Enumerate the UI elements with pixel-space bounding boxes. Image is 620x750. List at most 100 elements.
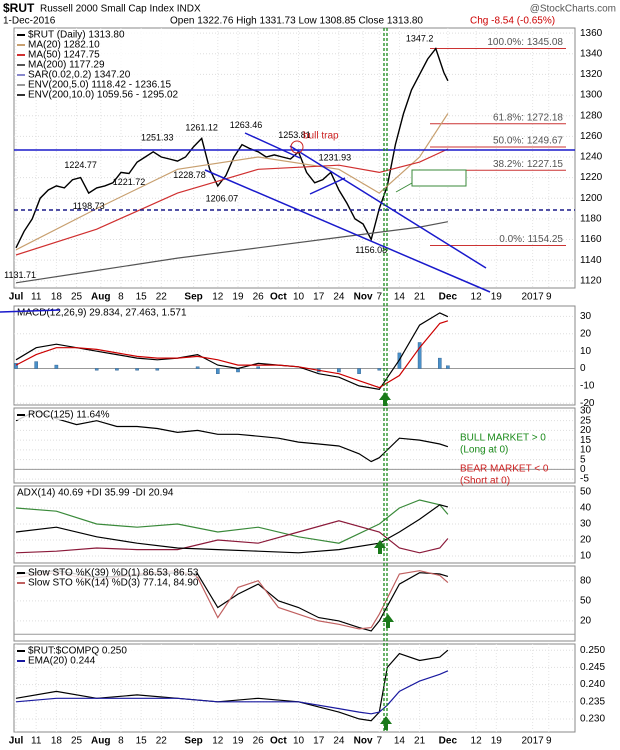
- legend-label: Slow STO %K(14) %D(3) 77.14, 84.90: [28, 578, 199, 589]
- x-tick-label: 21: [414, 736, 426, 747]
- y-tick-label: 10: [580, 346, 592, 357]
- y-tick-label: 10: [580, 551, 592, 562]
- x-tick-label: Sep: [184, 292, 202, 303]
- fib-label: 38.2%: 1227.15: [493, 159, 563, 170]
- x-tick-label: 18: [51, 292, 63, 303]
- series-line: [15, 670, 449, 715]
- legend-label: $RUT:$COMPQ 0.250: [28, 646, 127, 657]
- series-line: [15, 47, 449, 249]
- arrow: [380, 716, 392, 730]
- legend-label: $RUT (Daily) 1313.80: [28, 30, 125, 41]
- x-tick-label: 17: [313, 292, 325, 303]
- legend-bg: [16, 488, 246, 498]
- y-tick-label: 1220: [580, 172, 603, 183]
- y-tick-label: 80: [580, 575, 592, 586]
- panel-title: MACD(12,26,9) 29.834, 27.463, 1.571: [17, 308, 187, 319]
- price-label: 1221.72: [113, 177, 146, 187]
- series-line: [15, 499, 449, 544]
- y-tick-label: 30: [580, 406, 592, 417]
- x-tick-label: 26: [253, 292, 265, 303]
- overlays: [0, 28, 575, 732]
- legend-label: ROC(125) 11.64%: [28, 410, 110, 421]
- price-label: 1206.07: [206, 193, 239, 203]
- histogram-bar: [216, 368, 220, 374]
- price-label: 1131.71: [4, 270, 36, 280]
- histogram-bar: [115, 368, 119, 371]
- histogram-bar: [256, 366, 260, 369]
- y-tick-label: 10: [580, 445, 592, 456]
- trend-line: [289, 145, 487, 269]
- y-tick-label: 0.235: [580, 696, 605, 707]
- x-tick-label: 15: [136, 292, 148, 303]
- y-tick-label: 20: [580, 328, 592, 339]
- x-tick-label: 19: [491, 292, 503, 303]
- legend-bg: [16, 70, 196, 80]
- legend-bg: [16, 60, 196, 70]
- histogram-bar: [195, 366, 200, 369]
- arrow: [382, 614, 394, 628]
- x-tick-label: 25: [71, 292, 83, 303]
- date: 1-Dec-2016: [3, 16, 56, 27]
- series-line: [15, 320, 449, 389]
- y-tick-label: 1260: [580, 131, 603, 142]
- histogram-bar: [94, 368, 99, 371]
- x-tick-label: 12: [212, 736, 224, 747]
- legend-bg: [16, 646, 196, 656]
- histogram-bar: [357, 368, 361, 374]
- fib-label: 61.8%: 1272.18: [493, 112, 563, 123]
- x-tick-label: 14: [394, 292, 406, 303]
- y-tick-label: 30: [580, 519, 592, 530]
- price-label: 1347.2: [406, 34, 434, 44]
- y-tick-label: 20: [580, 535, 592, 546]
- series-line: [15, 504, 449, 554]
- price-label: 1156.08: [355, 245, 387, 255]
- x-tick-label: 2017: [521, 736, 544, 747]
- price-label: 1228.78: [173, 170, 206, 180]
- x-tick-label: 7: [376, 736, 382, 747]
- x-tick-label: 12: [212, 292, 224, 303]
- y-tick-label: 20: [580, 616, 592, 627]
- legend-bg: [16, 90, 196, 100]
- y-tick-label: 50: [580, 487, 592, 498]
- note: BULL MARKET > 0: [460, 433, 546, 444]
- x-tick-label: 8: [118, 292, 124, 303]
- arrow: [379, 392, 391, 406]
- x-tick-label: 19: [232, 292, 244, 303]
- fib-label: 50.0%: 1249.67: [493, 136, 563, 147]
- breakout-box: [411, 169, 467, 187]
- x-tick-label: Oct: [270, 736, 287, 747]
- change: Chg -8.54 (-0.65%): [470, 16, 555, 27]
- x-tick-label: 10: [293, 736, 305, 747]
- legend-bg: [16, 656, 196, 666]
- price-label: 1263.46: [230, 120, 263, 130]
- x-tick-label: 12: [471, 292, 483, 303]
- histogram-bar: [377, 368, 382, 371]
- trend-line: [204, 169, 491, 293]
- price-label: 1261.12: [185, 123, 218, 133]
- price-label: 1251.33: [141, 133, 174, 143]
- x-tick-label: 15: [136, 736, 148, 747]
- x-tick-label: Jul: [9, 736, 24, 747]
- legend-bg: [16, 40, 196, 50]
- x-tick-label: 19: [491, 736, 503, 747]
- x-tick-label: Dec: [439, 292, 458, 303]
- price-label: 1231.93: [319, 153, 352, 163]
- y-tick-label: 15: [580, 435, 592, 446]
- histogram-bar: [446, 365, 450, 369]
- histogram-bar: [437, 357, 442, 369]
- y-tick-label: -5: [580, 474, 589, 485]
- trend-line: [309, 177, 346, 195]
- x-tick-label: Sep: [184, 736, 202, 747]
- y-tick-label: 25: [580, 415, 592, 426]
- breakout-pointer: [395, 182, 413, 193]
- x-tick-label: Aug: [91, 292, 110, 303]
- series-line: [15, 113, 449, 251]
- y-tick-label: 1340: [580, 48, 603, 59]
- x-tick-label: 18: [51, 736, 63, 747]
- legend-label: ENV(200,10.0) 1059.56 - 1295.02: [28, 90, 179, 101]
- x-tick-label: 9: [546, 292, 552, 303]
- x-tick-label: Nov: [354, 736, 373, 747]
- y-tick-label: 1200: [580, 193, 603, 204]
